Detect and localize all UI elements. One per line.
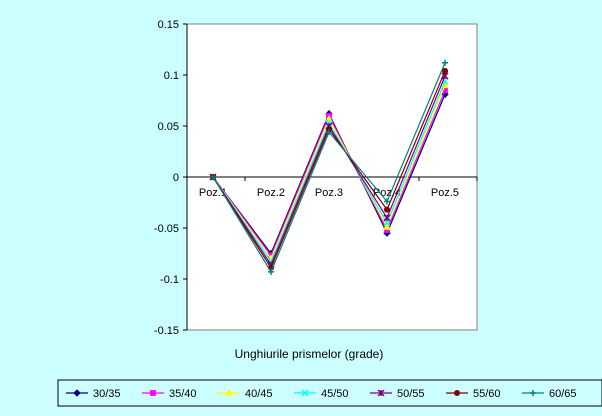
legend-label: 40/45 (245, 388, 273, 400)
legend-marker (377, 389, 385, 397)
legend-label: 60/65 (549, 388, 577, 400)
data-point (326, 129, 332, 136)
x-tick-label: Poz.3 (315, 187, 343, 199)
legend-marker (150, 390, 156, 396)
legend-marker (530, 390, 536, 396)
legend-label: 50/55 (397, 388, 425, 400)
data-point (442, 59, 448, 66)
legend-item: 40/45 (218, 388, 273, 400)
legend-item: 60/65 (522, 388, 577, 400)
legend-marker (73, 389, 81, 397)
data-point (383, 222, 391, 230)
legend-label: 45/50 (321, 388, 349, 400)
data-point (268, 268, 274, 275)
x-tick-label: Poz.4 (373, 187, 401, 199)
legend-item: 55/60 (446, 388, 501, 400)
legend-label: 35/40 (169, 388, 197, 400)
legend-label: 30/35 (93, 388, 121, 400)
legend-item: 35/40 (142, 388, 197, 400)
legend-item: 50/55 (370, 388, 425, 400)
y-tick-label: 0.05 (158, 121, 179, 133)
x-tick-label: Poz.1 (199, 187, 227, 199)
x-axis-title: Unghiurile prismelor (grade) (235, 347, 384, 361)
y-tick-label: 0 (173, 172, 179, 184)
data-point (384, 198, 390, 205)
y-tick-label: -0.05 (154, 223, 179, 235)
data-point (383, 214, 391, 222)
data-point (325, 114, 333, 122)
data-point (383, 219, 391, 227)
legend-item: 45/50 (294, 388, 349, 400)
legend-marker (225, 388, 233, 396)
y-tick-label: -0.15 (154, 325, 179, 337)
data-point (383, 206, 391, 213)
axes: 0.15 0.1 0.05 0 -0.05 -0.1 -0.15 Poz.1 Poz.2 Poz.… (154, 19, 478, 337)
y-tick-label: -0.1 (160, 274, 179, 286)
data-point (210, 174, 216, 180)
series-6 (210, 59, 448, 275)
legend-item: 30/35 (66, 388, 121, 400)
x-tick-label: Poz.5 (431, 187, 459, 199)
y-tick-label: 0.1 (164, 70, 179, 82)
series-layer (209, 59, 449, 275)
data-point (441, 72, 449, 80)
y-tick-label: 0.15 (158, 19, 179, 31)
legend: 30/35 35/40 40/45 45/50 50/55 55/60 60/65 (66, 388, 577, 400)
legend-box (57, 379, 602, 407)
legend-marker (453, 389, 461, 397)
legend-marker (301, 389, 309, 397)
data-point (441, 67, 449, 74)
legend-label: 55/60 (473, 388, 501, 400)
x-tick-label: Poz.2 (257, 187, 285, 199)
data-point (441, 77, 449, 85)
